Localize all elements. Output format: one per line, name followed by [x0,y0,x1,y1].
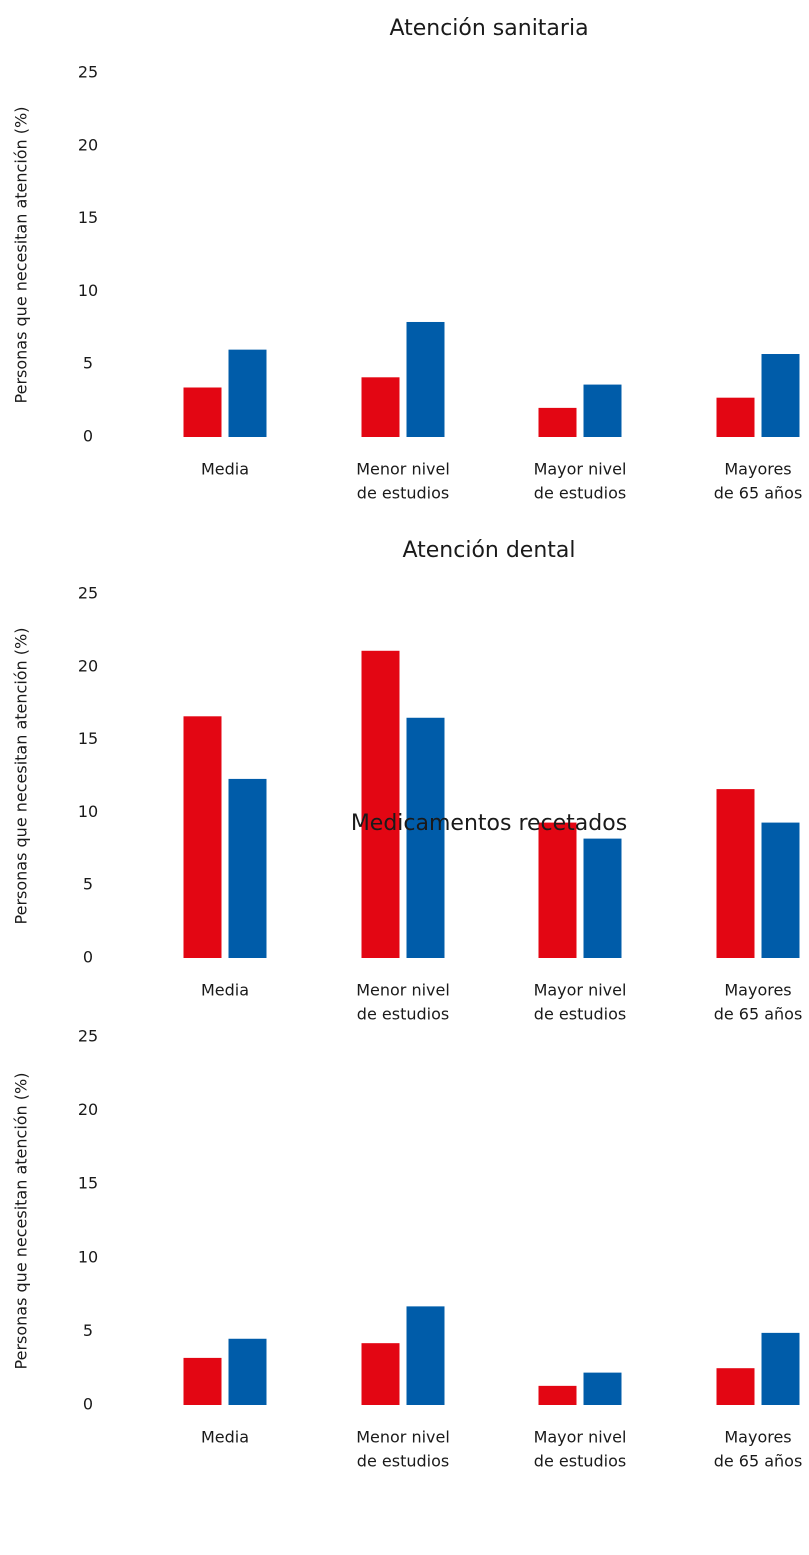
bar-series2-cat3 [583,384,622,437]
y-tick-label: 20 [78,135,98,154]
chart-title: Atención dental [402,538,575,563]
bar-series2-cat4 [761,822,800,958]
bar-series1-cat2 [361,1343,400,1405]
x-category-label: Media [201,981,249,1000]
y-tick-label: 15 [78,1174,98,1193]
x-category-label: Mayores [724,460,791,479]
y-tick-label: 5 [83,354,93,373]
bar-series2-cat1 [228,1338,267,1405]
bar-series1-cat2 [361,650,400,958]
bar-series2-cat4 [761,354,800,437]
x-category-label: de estudios [357,1005,449,1024]
x-category-label: Media [201,1428,249,1447]
bar-series1-cat1 [183,387,222,437]
bar-series2-cat1 [228,778,267,958]
chart-title: Medicamentos recetados [351,811,627,836]
y-tick-label: 10 [78,802,98,821]
bar-series2-cat3 [583,838,622,958]
chart-panel-2: Atención dental Personas que necesitan at… [12,538,803,1024]
x-category-label: Mayor nivel [534,1428,627,1447]
bar-series1-cat4 [716,397,755,437]
y-tick-label: 20 [78,1100,98,1119]
x-category-label: de estudios [534,1452,626,1471]
y-tick-label: 5 [83,1321,93,1340]
y-tick-label: 5 [83,875,93,894]
y-tick-label: 25 [78,1027,98,1046]
bar-series1-cat3 [538,822,577,958]
y-axis-label: Personas que necesitan atención (%) [12,628,31,925]
bar-series1-cat2 [361,377,400,437]
y-tick-label: 25 [78,584,98,603]
bar-series1-cat3 [538,1385,577,1405]
x-category-label: de estudios [357,484,449,503]
bar-series2-cat2 [406,1306,445,1405]
x-category-label: de estudios [534,484,626,503]
x-category-label: Mayores [724,1428,791,1447]
x-category-label: Media [201,460,249,479]
bar-series1-cat4 [716,789,755,958]
bar-series2-cat4 [761,1332,800,1405]
bar-series2-cat2 [406,717,445,958]
y-axis-label: Personas que necesitan atención (%) [12,107,31,404]
y-tick-label: 10 [78,281,98,300]
chart-title: Atención sanitaria [389,16,588,41]
x-category-label: de 65 años [714,484,803,503]
x-category-label: de estudios [357,1452,449,1471]
y-tick-label: 20 [78,656,98,675]
x-category-label: de 65 años [714,1005,803,1024]
x-category-label: Menor nivel [356,460,450,479]
x-category-label: de estudios [534,1005,626,1024]
chart-panel-1: Atención sanitaria Personas que necesitan… [12,16,803,503]
x-category-label: Menor nivel [356,1428,450,1447]
chart-panel-3: Medicamentos recetados Personas que neces… [12,811,803,1471]
y-tick-label: 15 [78,729,98,748]
y-tick-label: 0 [83,948,93,967]
x-category-label: Mayores [724,981,791,1000]
y-tick-label: 0 [83,427,93,446]
y-axis-label: Personas que necesitan atención (%) [12,1073,31,1370]
y-tick-label: 15 [78,208,98,227]
bar-series2-cat1 [228,349,267,437]
x-category-label: de 65 años [714,1452,803,1471]
bar-series1-cat1 [183,716,222,958]
bar-series2-cat2 [406,321,445,437]
y-tick-label: 10 [78,1247,98,1266]
bar-series1-cat3 [538,407,577,437]
x-category-label: Mayor nivel [534,981,627,1000]
x-category-label: Mayor nivel [534,460,627,479]
y-tick-label: 0 [83,1395,93,1414]
x-category-label: Menor nivel [356,981,450,1000]
bar-series1-cat4 [716,1368,755,1405]
bar-series1-cat1 [183,1357,222,1405]
bar-series2-cat3 [583,1372,622,1405]
y-tick-label: 25 [78,63,98,82]
